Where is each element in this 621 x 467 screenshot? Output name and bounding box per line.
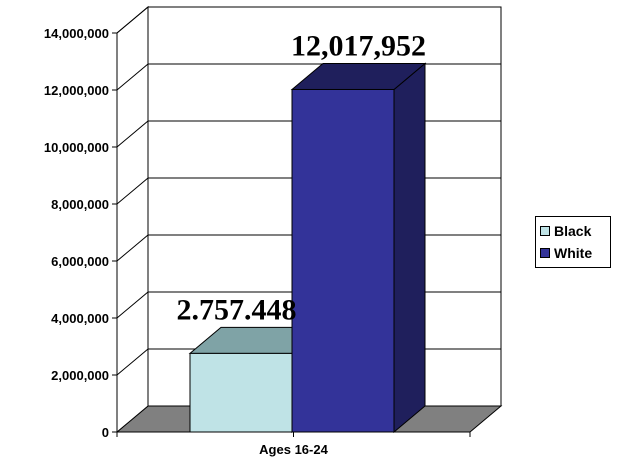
chart-side-wall (116, 5, 149, 434)
y-tick-label: 12,000,000 (44, 83, 109, 98)
bar-side-white (393, 62, 426, 434)
legend: Black White (535, 216, 611, 268)
y-tick-label: 0 (102, 425, 109, 440)
legend-label-black: Black (554, 223, 592, 239)
y-tick-label: 2,000,000 (51, 368, 109, 383)
x-category-label: Ages 16-24 (259, 442, 328, 457)
legend-label-white: White (554, 245, 593, 261)
y-tick-label: 4,000,000 (51, 311, 109, 326)
y-tick-label: 6,000,000 (51, 254, 109, 269)
legend-item-black: Black (540, 220, 610, 242)
legend-swatch-white (540, 248, 550, 258)
legend-item-white: White (540, 242, 610, 264)
y-tick-label: 8,000,000 (51, 197, 109, 212)
y-tick-label: 10,000,000 (44, 140, 109, 155)
data-label-white: 12,017,952 (291, 29, 426, 62)
y-tick-label: 14,000,000 (44, 26, 109, 41)
legend-swatch-black (540, 226, 550, 236)
bar-white (291, 88, 395, 433)
data-label-black: 2.757.448 (177, 293, 297, 326)
bar-black (189, 352, 293, 433)
gridline (116, 6, 501, 34)
